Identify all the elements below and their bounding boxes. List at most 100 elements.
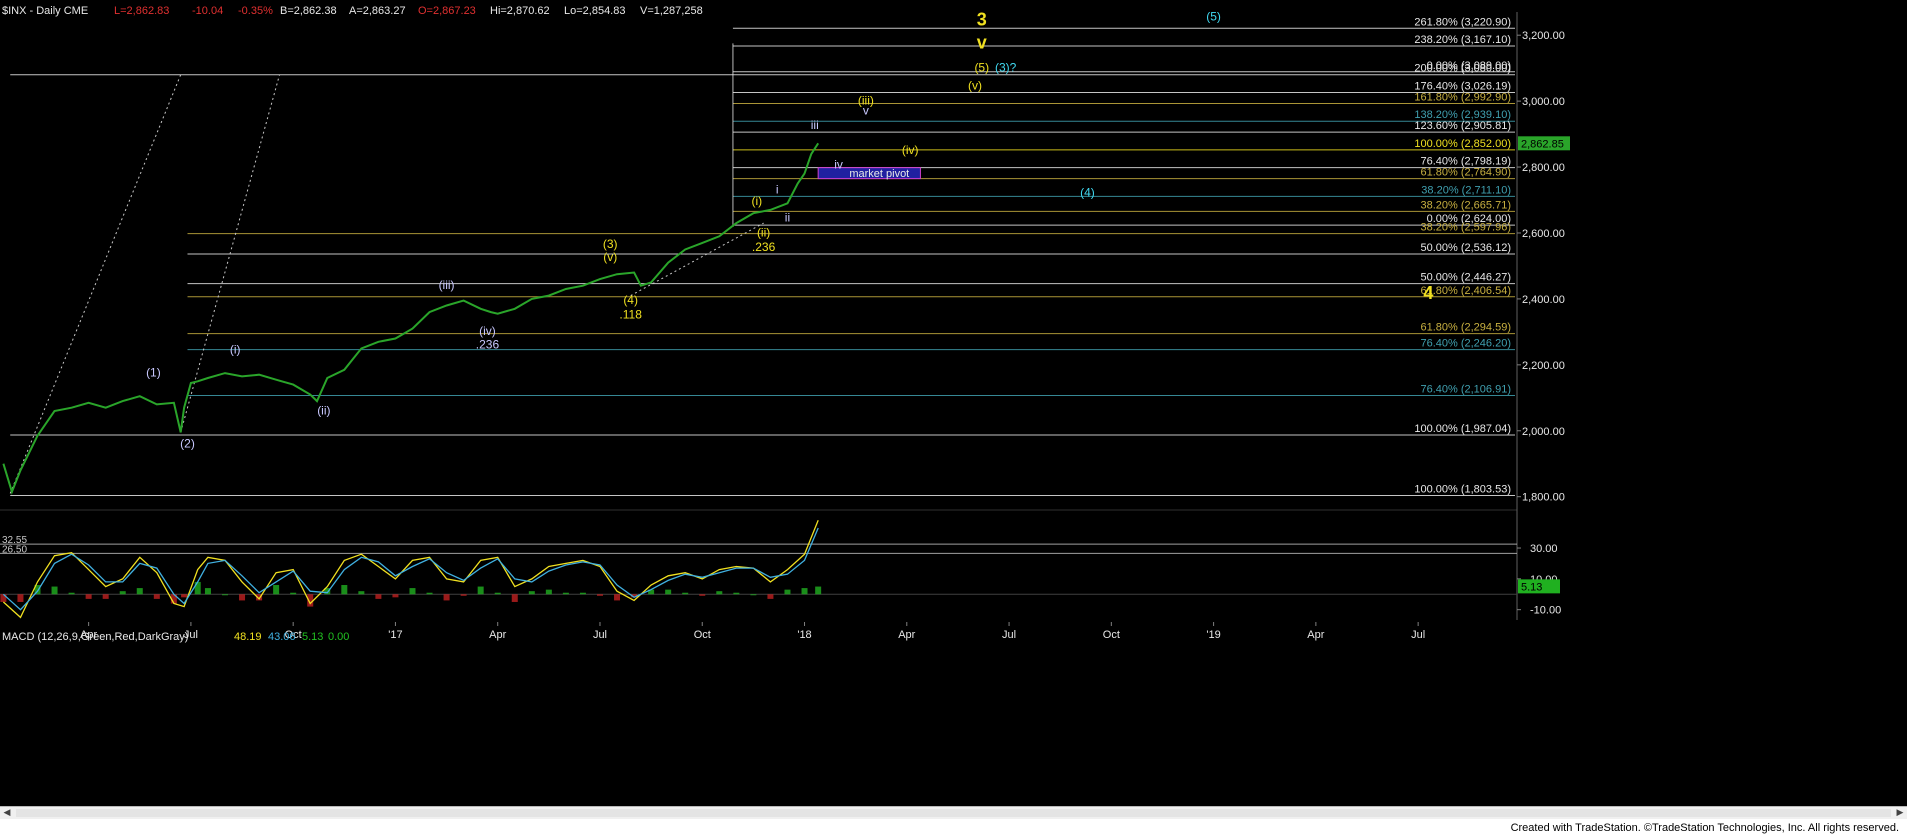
header-bid: B=2,862.38 <box>280 5 337 17</box>
macd-hist-bar <box>815 586 822 595</box>
macd-line <box>2 520 819 619</box>
header-symbol: $INX - Daily CME <box>2 5 88 17</box>
fib-label: 100.00% (2,852.00) <box>1414 138 1511 150</box>
x-tick-label: Jul <box>184 629 198 641</box>
macd-hist-bar <box>494 592 501 595</box>
macd-hist-bar <box>153 594 160 599</box>
macd-hist-bar <box>194 581 201 595</box>
header-open: O=2,867.23 <box>418 5 476 17</box>
wave-label: (iv) <box>479 324 496 338</box>
macd-hist-bar <box>239 594 246 601</box>
x-tick-label: Jul <box>1002 629 1016 641</box>
macd-hist-bar <box>545 589 552 595</box>
fib-label: 61.80% (2,294.59) <box>1420 322 1511 334</box>
wave-label: (4) <box>623 293 638 307</box>
wave-label: i <box>776 182 779 196</box>
macd-hist-bar <box>665 589 672 595</box>
header-volume: V=1,287,258 <box>640 5 703 17</box>
macd-title: MACD (12,26,9,Green,Red,DarkGray) <box>2 631 188 643</box>
wave-label: (3) <box>603 237 618 251</box>
fib-label: 76.40% (2,106.91) <box>1420 384 1511 396</box>
macd-hist-bar <box>221 594 228 596</box>
fib-label: 76.40% (2,798.19) <box>1420 156 1511 168</box>
axis-layer: 1,800.00 2,000.00 2,200.00 2,400.00 2,600.00… <box>80 30 1570 641</box>
y-tick-label: 2,400.00 <box>1522 294 1565 306</box>
macd-value: 48.19 <box>234 631 262 643</box>
x-tick-label: Jul <box>1411 629 1425 641</box>
horizontal-scrollbar[interactable]: ◀ ▶ <box>0 806 1907 819</box>
macd-hist-bar <box>85 594 92 599</box>
macd-hist-bar <box>460 594 467 596</box>
wave-label: v <box>977 32 987 52</box>
fib-label: 176.40% (3,026.19) <box>1414 80 1511 92</box>
y-tick-label: 2,200.00 <box>1522 360 1565 372</box>
macd-last-label: 5.13 <box>1521 581 1542 593</box>
wave-label: (iii) <box>439 278 455 292</box>
fib-label: 138.20% (2,939.10) <box>1414 109 1511 121</box>
macd-hist-bar <box>750 594 757 596</box>
footer-copyright: Created with TradeStation. ©TradeStation… <box>1510 822 1899 834</box>
fib-label: 61.80% (2,764.90) <box>1420 167 1511 179</box>
macd-hist-bar <box>0 594 7 602</box>
macd-hist-bar <box>34 585 41 595</box>
chart-canvas: 261.80% (3,220.90) 238.20% (3,167.10) 0.00… <box>0 5 1570 643</box>
macd-hist-bar <box>716 591 723 595</box>
fib-label: 123.60% (2,905.81) <box>1414 120 1511 132</box>
header-high: Hi=2,870.62 <box>490 5 550 17</box>
signal-value: 43.06 <box>268 631 296 643</box>
macd-hist-bar <box>181 594 188 598</box>
macd-hist-bar <box>614 594 621 601</box>
y-tick-label: 1,800.00 <box>1522 492 1565 504</box>
macd-hist-bar <box>699 594 706 596</box>
wave-label: .236 <box>752 240 776 254</box>
wave-label: 4 <box>1423 283 1433 303</box>
fib-label: 0.00% (2,624.00) <box>1427 213 1511 225</box>
scroll-track[interactable] <box>16 809 1891 817</box>
scroll-left-arrow-icon[interactable]: ◀ <box>3 808 11 818</box>
wave-label: (1) <box>146 365 161 379</box>
y-tick-label: 3,000.00 <box>1522 96 1565 108</box>
header-change: -10.04 <box>192 5 223 17</box>
fib-label: 261.80% (3,220.90) <box>1414 16 1511 28</box>
macd-hist-bar <box>682 592 689 595</box>
fib-label: 38.20% (2,597.96) <box>1420 222 1511 234</box>
macd-hist-bar <box>784 589 791 595</box>
macd-hist-bar <box>511 594 518 602</box>
x-tick-label: Apr <box>1307 629 1324 641</box>
wave-label: (v) <box>603 250 617 264</box>
market-pivot-box <box>817 167 921 180</box>
signal-line <box>2 527 819 611</box>
fib-label: 61.80% (2,406.54) <box>1420 285 1511 297</box>
x-tick-label: '18 <box>797 629 811 641</box>
price-panel: 261.80% (3,220.90) 238.20% (3,167.10) 0.00… <box>2 9 1515 497</box>
macd-hist-bar <box>358 591 365 595</box>
diff-value: 5.13 <box>302 631 323 643</box>
x-tick-label: Apr <box>489 629 506 641</box>
scroll-right-arrow-icon[interactable]: ▶ <box>1896 808 1904 818</box>
macd-hist-bar <box>324 588 331 595</box>
header-ask: A=2,863.27 <box>349 5 406 17</box>
header-low: Lo=2,854.83 <box>564 5 625 17</box>
macd-legend: MACD (12,26,9,Green,Red,DarkGray) 48.19 … <box>2 631 349 643</box>
trend-line <box>9 74 182 494</box>
fib-label: 100.00% (1,987.04) <box>1414 423 1511 435</box>
macd-ref-label: 26.50 <box>2 544 27 555</box>
fib-label: 38.20% (2,711.10) <box>1421 184 1511 196</box>
macd-hist-bar <box>733 592 740 595</box>
macd-hist-bar <box>477 586 484 595</box>
y-tick-label: 2,800.00 <box>1522 162 1565 174</box>
market-pivot-label: market pivot <box>849 168 909 180</box>
macd-hist-bar <box>102 594 109 599</box>
macd-hist-bar <box>528 591 535 595</box>
macd-hist-bar <box>579 592 586 595</box>
grid-layer <box>0 12 1518 620</box>
macd-hist-bar <box>290 592 297 595</box>
macd-hist-bar <box>562 592 569 595</box>
x-tick-label: Oct <box>694 629 711 641</box>
last-price-label: 2,862.85 <box>1521 138 1564 150</box>
wave-label: (5) <box>974 60 989 74</box>
wave-label: iii <box>811 118 819 132</box>
last-price-marker <box>1518 136 1570 151</box>
fib-label: 238.20% (3,167.10) <box>1414 34 1511 46</box>
